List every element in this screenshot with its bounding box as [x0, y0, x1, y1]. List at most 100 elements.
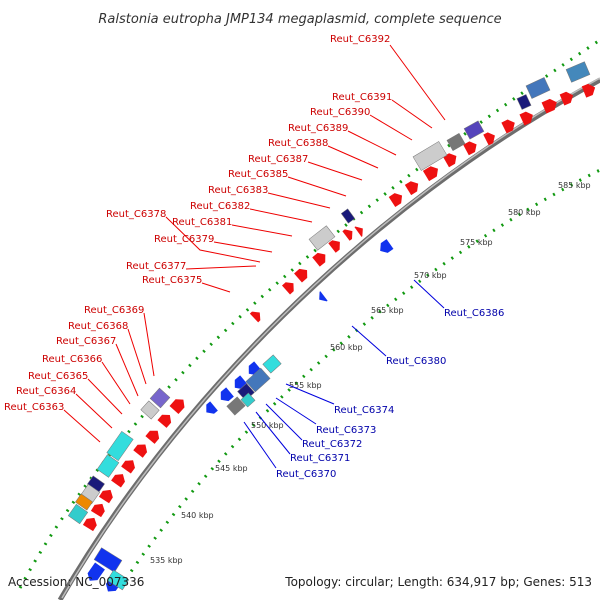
leader-line: [115, 343, 139, 397]
gene-label: Reut_C6388: [268, 138, 328, 149]
gene-label: Reut_C6390: [310, 107, 370, 118]
leader-line: [275, 397, 317, 425]
leader-line: [265, 403, 303, 441]
gene-label: Reut_C6386: [444, 308, 504, 319]
gene-label: Reut_C6373: [316, 425, 376, 436]
gene-label: Reut_C6382: [190, 201, 250, 212]
leader-line: [369, 114, 413, 141]
leader-line: [127, 328, 147, 385]
reverse-cds-arrow: [206, 401, 218, 414]
forward-cds-arrow: [82, 517, 97, 532]
forward-cds-arrow: [354, 226, 363, 237]
tick-label: 545 kbp: [215, 464, 248, 473]
sequence-backbone-highlight: [61, 77, 600, 599]
feature-block: [106, 569, 130, 591]
feature-block: [308, 225, 336, 251]
leader-line: [327, 145, 379, 169]
forward-cds-arrow: [483, 132, 495, 146]
gene-label: Reut_C6377: [126, 261, 186, 272]
leader-line: [201, 282, 231, 293]
leader-line: [389, 44, 446, 121]
reverse-cds-arrow: [220, 387, 234, 402]
leader-line: [213, 241, 273, 253]
feature-block: [240, 392, 256, 408]
leader-line: [307, 161, 363, 181]
leader-line: [231, 224, 293, 237]
gene-label: Reut_C6368: [68, 321, 128, 332]
feature-block: [525, 77, 551, 99]
forward-cds-arrow: [98, 489, 113, 504]
tick-label: 575 kbp: [460, 238, 493, 247]
gene-label: Reut_C6367: [56, 336, 116, 347]
forward-strand-genes: [82, 83, 596, 532]
forward-cds-arrow: [463, 141, 477, 156]
leader-line: [255, 411, 291, 455]
gene-label: Reut_C6369: [84, 305, 144, 316]
reverse-cds-arrow: [380, 239, 394, 253]
feature-block: [106, 430, 134, 462]
gene-label: Reut_C6387: [248, 154, 308, 165]
gene-label: Reut_C6370: [276, 469, 336, 480]
reverse-strand-genes: [87, 239, 394, 592]
forward-cds-arrow: [541, 98, 557, 114]
gene-label: Reut_C6372: [302, 439, 362, 450]
leader-line: [165, 216, 261, 263]
forward-cds-arrow: [90, 503, 105, 518]
forward-cds-arrow: [249, 311, 261, 323]
forward-cds-arrow: [281, 282, 294, 295]
feature-blocks: [67, 61, 591, 591]
leader-line: [347, 130, 397, 156]
forward-cds-arrow: [121, 460, 135, 474]
feature-block: [226, 396, 246, 416]
forward-cds-arrow: [388, 193, 403, 208]
reverse-cds-arrow: [319, 291, 328, 302]
topology-stats-text: Topology: circular; Length: 634,917 bp; …: [284, 575, 592, 589]
feature-block: [140, 400, 160, 420]
forward-cds-arrow: [312, 252, 326, 267]
feature-block: [340, 208, 356, 224]
sequence-backbone: [57, 77, 600, 600]
leader-line: [413, 279, 445, 309]
forward-cds-arrow: [501, 119, 515, 134]
gene-label: Reut_C6364: [16, 386, 76, 397]
forward-cds-arrow: [294, 268, 308, 283]
feature-block: [96, 454, 120, 478]
leader-line: [287, 176, 347, 197]
tick-label: 560 kbp: [330, 343, 363, 352]
feature-block: [412, 141, 448, 171]
tick-label: 555 kbp: [289, 381, 322, 390]
gene-label: Reut_C6389: [288, 123, 348, 134]
forward-cds-arrow: [581, 83, 596, 98]
gene-label: Reut_C6366: [42, 354, 102, 365]
forward-gene-labels: Reut_C6392 Reut_C6391 Reut_C6390 Reut_C6…: [4, 34, 446, 443]
forward-cds-arrow: [422, 166, 439, 182]
tick-label: 585 kbp: [558, 181, 591, 190]
feature-block: [516, 94, 532, 110]
reverse-cds-arrow: [87, 562, 105, 581]
forward-cds-arrow: [133, 444, 148, 458]
feature-block: [93, 547, 123, 573]
feature-block: [67, 503, 89, 525]
gene-label: Reut_C6365: [28, 371, 88, 382]
leader-line: [87, 378, 123, 415]
map-title: Ralstonia eutropha JMP134 megaplasmid, c…: [98, 12, 501, 27]
accession-text: Accession: NC_007336: [8, 575, 144, 589]
leader-line: [249, 208, 313, 223]
forward-cds-arrow: [342, 229, 353, 241]
tick-label: 580 kbp: [508, 208, 541, 217]
gene-label: Reut_C6391: [332, 92, 392, 103]
feature-block: [149, 387, 171, 409]
gene-label: Reut_C6374: [334, 405, 394, 416]
forward-cds-arrow: [169, 399, 185, 415]
forward-cds-arrow: [559, 91, 574, 106]
tick-label: 565 kbp: [371, 306, 404, 315]
gene-label: Reut_C6375: [142, 275, 202, 286]
forward-cds-arrow: [111, 474, 125, 488]
feature-block: [245, 367, 271, 393]
leader-line: [267, 192, 331, 209]
leader-line: [243, 421, 277, 469]
forward-cds-arrow: [145, 430, 160, 444]
forward-cds-arrow: [328, 240, 340, 253]
forward-cds-arrow: [443, 153, 457, 168]
